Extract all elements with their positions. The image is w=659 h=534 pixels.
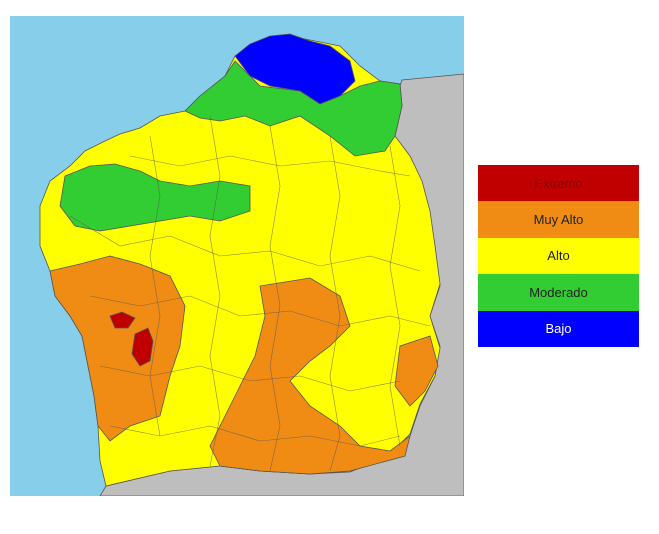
region-very-high-west — [49, 255, 186, 442]
legend-item-label: Muy Alto — [533, 212, 584, 228]
risk-legend: Extremo Muy Alto Alto Moderado Bajo — [478, 165, 639, 347]
municipal-borders — [69, 115, 431, 472]
legend-item-label: Moderado — [529, 284, 588, 300]
legend-item-label: Alto — [547, 248, 570, 264]
legend-item: Muy Alto — [478, 201, 639, 238]
region-extreme-2 — [131, 327, 154, 367]
region-very-high-south — [209, 277, 411, 475]
legend-item: Moderado — [478, 274, 639, 311]
region-moderate-north — [184, 60, 403, 157]
risk-map — [10, 16, 464, 496]
legend-item: Alto — [478, 237, 639, 275]
region-low — [234, 33, 356, 105]
region-extreme-1 — [109, 311, 136, 329]
legend-item-label: Bajo — [545, 321, 572, 337]
legend-item: Bajo — [478, 310, 639, 347]
legend-item-label: Extremo — [534, 175, 583, 191]
legend-item: Extremo — [478, 165, 639, 202]
region-very-high-east — [394, 335, 439, 407]
